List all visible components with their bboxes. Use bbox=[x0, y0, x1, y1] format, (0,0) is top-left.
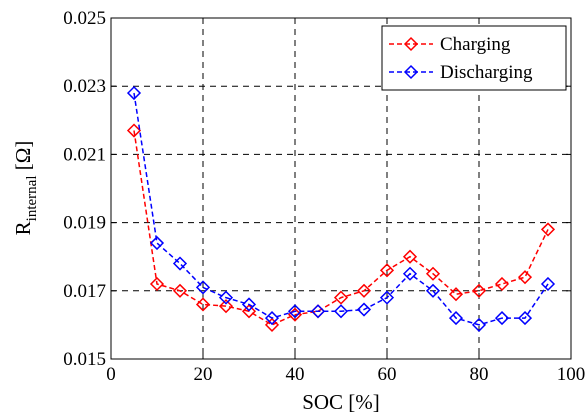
y-axis-label-unit: [Ω] bbox=[11, 141, 35, 176]
data-point-charging bbox=[126, 123, 142, 138]
data-point-discharging bbox=[264, 311, 280, 326]
data-point-discharging bbox=[287, 304, 303, 319]
data-point-discharging bbox=[379, 290, 395, 305]
data-point-discharging bbox=[448, 311, 464, 326]
y-tick-label: 0.019 bbox=[63, 213, 106, 234]
data-point-charging bbox=[471, 283, 487, 298]
data-point-charging bbox=[264, 317, 280, 332]
x-tick-label: 80 bbox=[470, 364, 489, 385]
legend-label-discharging: Discharging bbox=[440, 62, 533, 83]
x-tick-label: 40 bbox=[286, 364, 305, 385]
data-point-discharging bbox=[195, 280, 211, 295]
y-tick-label: 0.025 bbox=[63, 8, 106, 29]
data-point-discharging bbox=[356, 302, 372, 317]
x-axis-label: SOC [%] bbox=[302, 390, 380, 414]
y-tick-label: 0.015 bbox=[63, 349, 106, 370]
data-point-discharging bbox=[149, 235, 165, 251]
y-tick-label: 0.017 bbox=[63, 281, 106, 302]
x-tick-label: 0 bbox=[106, 364, 116, 385]
data-point-charging bbox=[379, 263, 395, 278]
data-point-discharging bbox=[218, 290, 234, 305]
data-point-charging bbox=[333, 290, 349, 305]
data-point-charging bbox=[517, 270, 533, 285]
data-point-discharging bbox=[494, 311, 510, 326]
y-tick-label: 0.023 bbox=[63, 76, 106, 97]
data-point-charging bbox=[241, 304, 257, 319]
tick-layer: 0 20 40 60 80 100 0.015 0.017 0.019 0.021 0.023 0.0… bbox=[63, 8, 585, 385]
legend-marker-charging bbox=[403, 36, 419, 52]
data-point-discharging bbox=[540, 276, 556, 292]
data-point-discharging bbox=[402, 266, 418, 281]
data-point-discharging bbox=[126, 85, 142, 101]
plot-area-frame bbox=[110, 17, 572, 360]
data-point-charging bbox=[172, 283, 188, 298]
data-point-discharging bbox=[471, 317, 487, 332]
data-point-discharging bbox=[172, 256, 188, 271]
legend-label-charging: Charging bbox=[440, 34, 511, 55]
data-point-discharging bbox=[425, 283, 441, 298]
legend: Charging Discharging bbox=[381, 25, 567, 91]
data-point-discharging bbox=[241, 297, 257, 312]
data-point-charging bbox=[218, 299, 234, 314]
data-point-charging bbox=[195, 297, 211, 312]
x-tick-label: 20 bbox=[194, 364, 213, 385]
data-point-discharging bbox=[517, 311, 533, 326]
legend-box bbox=[381, 25, 567, 91]
data-point-discharging bbox=[310, 304, 326, 319]
y-axis-label: Rinternal [Ω] bbox=[11, 141, 40, 236]
data-point-charging bbox=[356, 283, 372, 298]
y-axis-label-subscript: internal bbox=[24, 176, 40, 222]
data-point-charging bbox=[149, 276, 165, 292]
data-point-charging bbox=[494, 276, 510, 292]
legend-marker-discharging bbox=[403, 64, 419, 80]
x-tick-label: 100 bbox=[557, 364, 586, 385]
data-point-charging bbox=[448, 287, 464, 302]
y-tick-label: 0.021 bbox=[63, 144, 106, 165]
data-point-charging bbox=[425, 266, 441, 281]
y-axis-label-main: R bbox=[11, 221, 35, 235]
data-point-charging bbox=[402, 249, 418, 264]
series-layer bbox=[126, 85, 556, 332]
data-point-discharging bbox=[333, 304, 349, 319]
data-point-charging bbox=[540, 222, 556, 237]
x-tick-label: 60 bbox=[378, 364, 397, 385]
series-line-discharging bbox=[133, 92, 549, 326]
series-line-charging bbox=[133, 130, 549, 326]
